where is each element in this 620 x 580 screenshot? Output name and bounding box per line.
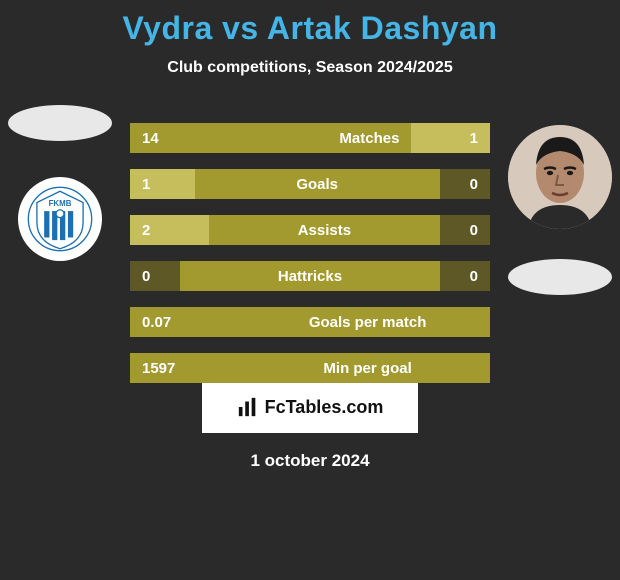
stat-right-value: 0: [440, 261, 490, 291]
stat-row: 1Goals0: [130, 169, 490, 199]
player-right-portrait: [508, 125, 612, 229]
stat-row: 14Matches1: [130, 123, 490, 153]
brand-text: FcTables.com: [265, 397, 384, 418]
stat-label: Matches: [328, 123, 411, 153]
player-right-club-placeholder: [508, 259, 612, 295]
player-face-icon: [508, 125, 612, 229]
stat-row: 0Hattricks0: [130, 261, 490, 291]
stat-bars: 14Matches11Goals02Assists00Hattricks00.0…: [130, 123, 490, 399]
player-left-club-badge: FKMB: [18, 177, 102, 261]
footer-date: 1 october 2024: [0, 451, 620, 471]
stat-label: Min per goal: [245, 353, 490, 383]
stat-label: Assists: [209, 215, 439, 245]
stat-label: Goals per match: [245, 307, 490, 337]
club-abbrev: FKMB: [49, 199, 72, 208]
stat-right-value: 0: [440, 215, 490, 245]
stat-left-value: 2: [130, 215, 209, 245]
stat-left-value: 14: [130, 123, 328, 153]
stat-row: 0.07Goals per match: [130, 307, 490, 337]
stat-label: Goals: [195, 169, 440, 199]
stat-row: 2Assists0: [130, 215, 490, 245]
stat-left-value: 1: [130, 169, 195, 199]
stat-right-value: 0: [440, 169, 490, 199]
stat-right-value: 1: [411, 123, 490, 153]
stat-left-value: 1597: [130, 353, 245, 383]
player-left-portrait-placeholder: [8, 105, 112, 141]
stat-left-value: 0: [130, 261, 180, 291]
bar-chart-icon: [237, 396, 259, 418]
stat-left-value: 0.07: [130, 307, 245, 337]
stat-label: Hattricks: [180, 261, 439, 291]
subtitle: Club competitions, Season 2024/2025: [0, 59, 620, 77]
page-title: Vydra vs Artak Dashyan: [0, 0, 620, 47]
stat-row: 1597Min per goal: [130, 353, 490, 383]
club-crest-icon: FKMB: [27, 186, 93, 252]
